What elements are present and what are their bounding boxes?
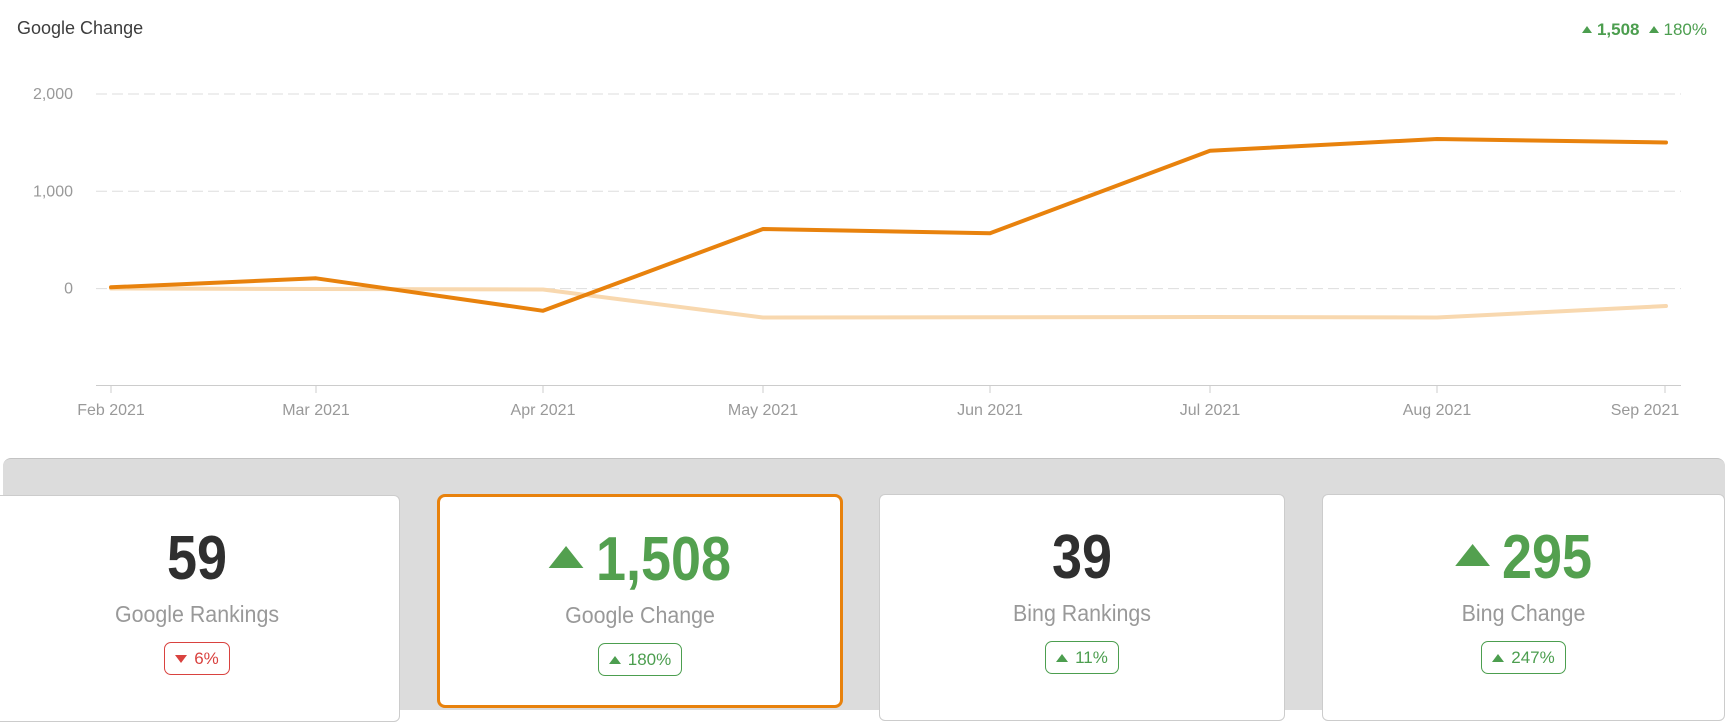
svg-text:Jun 2021: Jun 2021	[957, 402, 1023, 419]
svg-text:Sep 2021: Sep 2021	[1611, 402, 1680, 419]
svg-text:Apr 2021: Apr 2021	[511, 402, 576, 419]
svg-text:1,000: 1,000	[33, 183, 73, 200]
svg-text:Mar 2021: Mar 2021	[282, 402, 350, 419]
svg-text:May 2021: May 2021	[728, 402, 798, 419]
svg-text:2,000: 2,000	[33, 86, 73, 103]
svg-text:Jul 2021: Jul 2021	[1180, 402, 1241, 419]
svg-text:Feb 2021: Feb 2021	[77, 402, 145, 419]
svg-text:Aug 2021: Aug 2021	[1403, 402, 1472, 419]
svg-text:0: 0	[64, 281, 73, 298]
